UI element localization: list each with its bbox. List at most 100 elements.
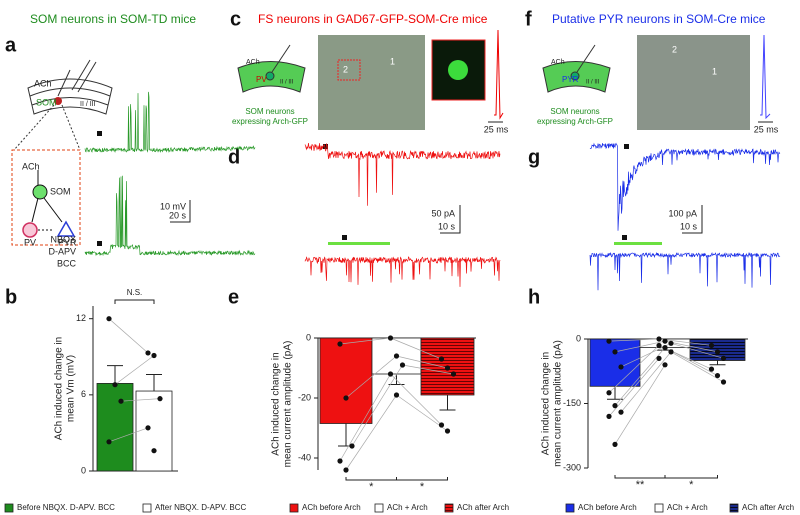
scale-label: 25 ms [484, 124, 509, 134]
error-bar [107, 365, 123, 384]
pair-line [390, 373, 442, 426]
data-point [662, 338, 668, 344]
data-point [438, 356, 445, 362]
panel-title: SOM neurons in SOM-TD mice [30, 12, 196, 26]
pair-line [670, 351, 724, 383]
bar [135, 390, 173, 472]
data-point [349, 443, 355, 449]
pair-line [339, 373, 391, 462]
y-axis-label: ACh induced change in [271, 352, 282, 455]
data-point [106, 439, 112, 445]
data-point [662, 345, 668, 351]
data-point [612, 441, 618, 447]
data-point [606, 413, 612, 419]
annotation: * [420, 481, 425, 493]
label: PYR [58, 237, 77, 247]
data-point [720, 355, 727, 361]
scale-label: 25 ms [754, 124, 779, 134]
trace [304, 143, 501, 206]
label: BCC [57, 258, 77, 268]
data-point [393, 353, 400, 359]
pair-line [108, 427, 149, 443]
scale-label: 20 s [169, 210, 187, 220]
legend-swatch [289, 503, 299, 513]
pair-line [614, 340, 666, 353]
data-point [145, 425, 151, 431]
label: PYR [562, 75, 579, 84]
pair-line [114, 355, 155, 385]
data-point [112, 382, 118, 388]
pair-line [670, 342, 724, 359]
y-axis-label: mean current amplitude (pA) [283, 341, 294, 468]
y-tick-label: -300 [563, 462, 581, 472]
legend-swatch [142, 503, 152, 513]
data-point [606, 338, 612, 344]
legend-label: After NBQX. D-APV. BCC [155, 503, 247, 512]
label: 2 [672, 44, 677, 54]
scale-label: 10 s [438, 221, 456, 231]
data-point [444, 365, 451, 371]
data-point [438, 422, 445, 428]
stimulus-markers [97, 131, 662, 246]
pair-line [108, 318, 149, 354]
label: 1 [390, 56, 395, 66]
data-point [343, 467, 349, 473]
label: ACh [34, 78, 52, 88]
data-point [151, 352, 157, 359]
label: ACh [551, 59, 565, 66]
data-point [618, 409, 624, 415]
pair-line [614, 364, 666, 445]
data-point [145, 350, 151, 356]
y-tick-label: 0 [576, 333, 581, 343]
schematic: ACh PYR II / III SOM neurons expressing … [537, 34, 771, 130]
scale-bars: 10 mV 20 s 25 ms 25 ms 50 pA 10 s 100 pA… [160, 121, 779, 234]
pair-line [608, 338, 660, 342]
pair-line [608, 345, 660, 394]
panel-title: FS neurons in GAD67-GFP-SOM-Cre mice [258, 12, 488, 26]
pair-line [658, 338, 712, 346]
traces [84, 91, 781, 291]
panel-label: a [5, 34, 17, 56]
data-point [714, 372, 721, 379]
label: SOM [36, 97, 57, 107]
legend-label: ACh before Arch [578, 503, 637, 512]
y-tick-label: 12 [76, 313, 86, 323]
data-point [337, 458, 343, 464]
bracket [396, 477, 448, 481]
label: ACh [246, 59, 260, 66]
legend-swatch [654, 503, 664, 513]
micrograph [318, 35, 425, 130]
y-tick-label: 0 [81, 465, 86, 475]
label: D-APV [48, 246, 76, 256]
data-point [106, 316, 112, 322]
legend-label: ACh after Arch [742, 503, 794, 512]
data-point [708, 366, 715, 372]
bracket [114, 299, 155, 304]
caption: SOM neurons [550, 107, 599, 116]
trace [84, 175, 256, 257]
legend-label: ACh after Arch [457, 503, 509, 512]
panel-label: h [528, 286, 540, 308]
bar [96, 383, 134, 472]
y-tick-label: 0 [306, 332, 311, 342]
data-point [343, 395, 349, 401]
data-point [612, 403, 618, 409]
caption: expressing Arch-GFP [232, 117, 308, 126]
data-point [668, 349, 674, 355]
panel-label: d [228, 146, 240, 168]
bar [589, 338, 641, 387]
label: SOM [50, 186, 71, 196]
bracket [664, 475, 718, 479]
error-bar [439, 395, 456, 411]
panel-label: g [528, 146, 540, 168]
data-point [393, 392, 400, 398]
legend-swatch [565, 503, 575, 513]
scale-label: 10 mV [160, 201, 186, 211]
data-point [708, 342, 715, 349]
data-point [157, 396, 163, 402]
y-axis-label: mean current amplitude (pA) [553, 340, 564, 467]
pair-line [345, 394, 397, 471]
pair-line [120, 398, 161, 402]
trace [589, 142, 781, 231]
